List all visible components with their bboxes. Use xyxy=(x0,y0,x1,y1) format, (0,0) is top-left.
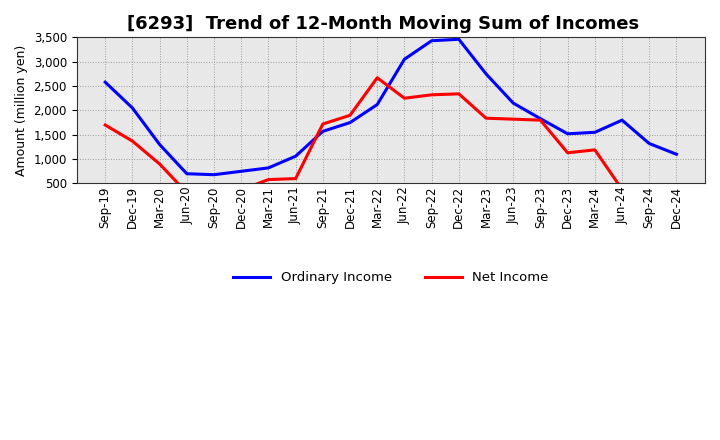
Ordinary Income xyxy=(373,102,382,107)
Net Income xyxy=(292,176,300,181)
Net Income xyxy=(454,91,463,96)
Legend: Ordinary Income, Net Income: Ordinary Income, Net Income xyxy=(228,266,554,290)
Text: [6293]  Trend of 12-Month Moving Sum of Incomes: [6293] Trend of 12-Month Moving Sum of I… xyxy=(127,15,639,33)
Net Income xyxy=(482,116,490,121)
Ordinary Income xyxy=(156,142,164,147)
Net Income xyxy=(427,92,436,97)
Net Income xyxy=(128,139,137,144)
Net Income xyxy=(590,147,599,153)
Ordinary Income xyxy=(400,57,409,62)
Net Income xyxy=(618,187,626,192)
Net Income xyxy=(346,113,354,118)
Ordinary Income xyxy=(563,131,572,136)
Ordinary Income xyxy=(509,100,518,106)
Ordinary Income xyxy=(672,152,680,157)
Net Income xyxy=(237,187,246,192)
Net Income xyxy=(563,150,572,155)
Net Income xyxy=(400,95,409,101)
Line: Ordinary Income: Ordinary Income xyxy=(105,39,676,175)
Ordinary Income xyxy=(645,141,654,146)
Net Income xyxy=(182,190,191,195)
Ordinary Income xyxy=(482,71,490,77)
Ordinary Income xyxy=(618,117,626,123)
Ordinary Income xyxy=(210,172,218,177)
Ordinary Income xyxy=(182,171,191,176)
Net Income xyxy=(210,189,218,194)
Ordinary Income xyxy=(454,37,463,42)
Ordinary Income xyxy=(101,80,109,85)
Ordinary Income xyxy=(292,154,300,159)
Net Income xyxy=(101,122,109,128)
Net Income xyxy=(536,117,545,123)
Net Income xyxy=(318,121,327,127)
Ordinary Income xyxy=(264,165,273,171)
Net Income xyxy=(672,199,680,204)
Ordinary Income xyxy=(590,130,599,135)
Ordinary Income xyxy=(346,120,354,125)
Net Income xyxy=(509,117,518,122)
Net Income xyxy=(264,177,273,182)
Ordinary Income xyxy=(318,129,327,134)
Ordinary Income xyxy=(427,38,436,44)
Ordinary Income xyxy=(536,116,545,121)
Ordinary Income xyxy=(237,169,246,174)
Net Income xyxy=(645,199,654,204)
Net Income xyxy=(156,161,164,167)
Line: Net Income: Net Income xyxy=(105,78,676,202)
Net Income xyxy=(373,75,382,81)
Y-axis label: Amount (million yen): Amount (million yen) xyxy=(15,45,28,176)
Ordinary Income xyxy=(128,105,137,110)
